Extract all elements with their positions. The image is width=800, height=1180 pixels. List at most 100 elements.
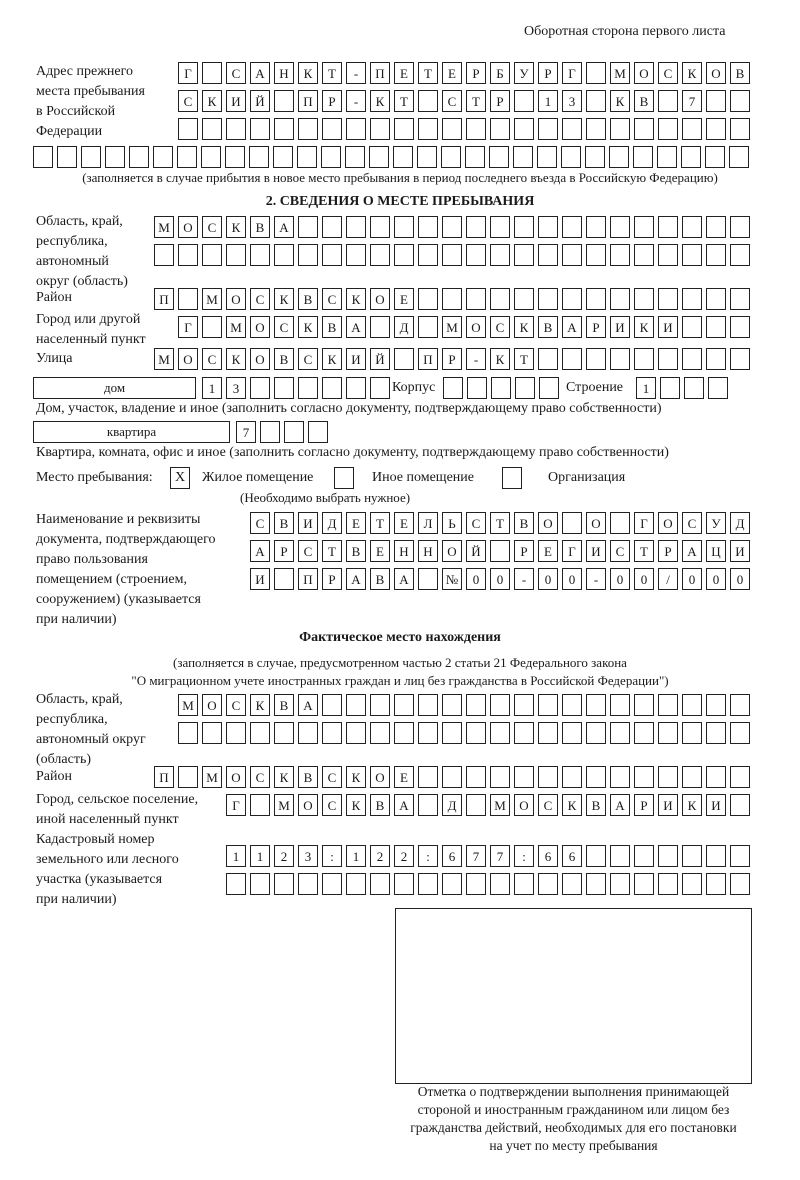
char-cell: 1 bbox=[226, 845, 246, 867]
char-cell bbox=[514, 216, 534, 238]
char-cell bbox=[514, 766, 534, 788]
char-cell: Е bbox=[442, 62, 462, 84]
char-cell: К bbox=[346, 766, 366, 788]
char-cell: 2 bbox=[370, 845, 390, 867]
label-line: автономный bbox=[36, 254, 109, 269]
caption-line: стороной и иностранным гражданином или л… bbox=[417, 1102, 730, 1117]
char-cell bbox=[730, 118, 750, 140]
char-cell bbox=[658, 845, 678, 867]
char-cell bbox=[682, 118, 702, 140]
place-type-hint: (Необходимо выбрать нужное) bbox=[240, 490, 411, 505]
char-cell bbox=[562, 722, 582, 744]
char-cell bbox=[490, 216, 510, 238]
char-cell: С bbox=[322, 766, 342, 788]
residential-checkbox[interactable]: X bbox=[170, 467, 190, 489]
char-cell: С bbox=[442, 90, 462, 112]
char-cell bbox=[513, 146, 533, 168]
char-cell bbox=[610, 288, 630, 310]
char-cell: Г bbox=[178, 316, 198, 338]
char-cell bbox=[154, 244, 174, 266]
char-cell: С bbox=[610, 540, 630, 562]
char-cell: Ь bbox=[442, 512, 462, 534]
char-cell bbox=[490, 288, 510, 310]
organization-label: Организация bbox=[548, 470, 626, 485]
char-cell: Р bbox=[658, 540, 678, 562]
char-cell bbox=[466, 118, 486, 140]
char-cell: В bbox=[250, 216, 270, 238]
confirmation-stamp-box bbox=[395, 908, 752, 1084]
char-cell: К bbox=[610, 90, 630, 112]
char-cell: Н bbox=[394, 540, 414, 562]
char-cell: Л bbox=[418, 512, 438, 534]
char-cell: О bbox=[370, 766, 390, 788]
char-cell bbox=[346, 118, 366, 140]
char-cell bbox=[682, 845, 702, 867]
char-cell: В bbox=[730, 62, 750, 84]
char-cell bbox=[586, 845, 606, 867]
char-cell bbox=[466, 216, 486, 238]
char-cell: В bbox=[634, 90, 654, 112]
char-cell: Е bbox=[346, 512, 366, 534]
char-cell bbox=[634, 288, 654, 310]
char-cell bbox=[730, 694, 750, 716]
char-cell: В bbox=[274, 348, 294, 370]
char-cell bbox=[610, 873, 630, 895]
char-cell bbox=[202, 244, 222, 266]
actual-region-row-2 bbox=[178, 722, 754, 744]
char-cell bbox=[250, 794, 270, 816]
char-cell bbox=[178, 288, 198, 310]
char-cell bbox=[682, 348, 702, 370]
other-premises-checkbox[interactable] bbox=[334, 467, 354, 489]
char-cell bbox=[658, 722, 678, 744]
label-line: земельного или лесного bbox=[36, 852, 179, 867]
char-cell bbox=[178, 244, 198, 266]
char-cell: : bbox=[418, 845, 438, 867]
char-cell: Й bbox=[466, 540, 486, 562]
char-cell: Е bbox=[370, 540, 390, 562]
char-cell: П bbox=[298, 90, 318, 112]
char-cell bbox=[634, 722, 654, 744]
char-cell: М bbox=[202, 766, 222, 788]
char-cell bbox=[706, 873, 726, 895]
char-cell bbox=[538, 873, 558, 895]
char-cell bbox=[514, 722, 534, 744]
char-cell: 0 bbox=[562, 568, 582, 590]
char-cell: С bbox=[490, 316, 510, 338]
char-cell: О bbox=[298, 794, 318, 816]
char-cell bbox=[298, 216, 318, 238]
label-line: право пользования bbox=[36, 552, 148, 567]
char-cell bbox=[370, 694, 390, 716]
char-cell bbox=[346, 694, 366, 716]
char-cell bbox=[394, 118, 414, 140]
char-cell: Р bbox=[586, 316, 606, 338]
char-cell bbox=[466, 288, 486, 310]
char-cell bbox=[308, 421, 328, 443]
char-cell: Т bbox=[418, 62, 438, 84]
char-cell bbox=[369, 146, 389, 168]
char-cell: О bbox=[442, 540, 462, 562]
char-cell bbox=[682, 316, 702, 338]
char-cell bbox=[465, 146, 485, 168]
char-cell: 6 bbox=[442, 845, 462, 867]
char-cell bbox=[538, 348, 558, 370]
char-cell: 7 bbox=[490, 845, 510, 867]
char-cell bbox=[730, 766, 750, 788]
char-cell: В bbox=[298, 766, 318, 788]
char-cell bbox=[322, 118, 342, 140]
char-cell: 0 bbox=[682, 568, 702, 590]
char-cell bbox=[370, 722, 390, 744]
char-cell: Е bbox=[394, 288, 414, 310]
char-cell: 1 bbox=[538, 90, 558, 112]
organization-checkbox[interactable] bbox=[502, 467, 522, 489]
char-cell: 0 bbox=[466, 568, 486, 590]
char-cell bbox=[682, 766, 702, 788]
char-cell bbox=[658, 244, 678, 266]
apartment-type-box: квартира bbox=[33, 421, 230, 443]
char-cell bbox=[202, 62, 222, 84]
char-cell bbox=[730, 316, 750, 338]
actual-location-note-2: "О миграционном учете иностранных гражда… bbox=[131, 673, 669, 688]
char-cell bbox=[467, 377, 487, 399]
